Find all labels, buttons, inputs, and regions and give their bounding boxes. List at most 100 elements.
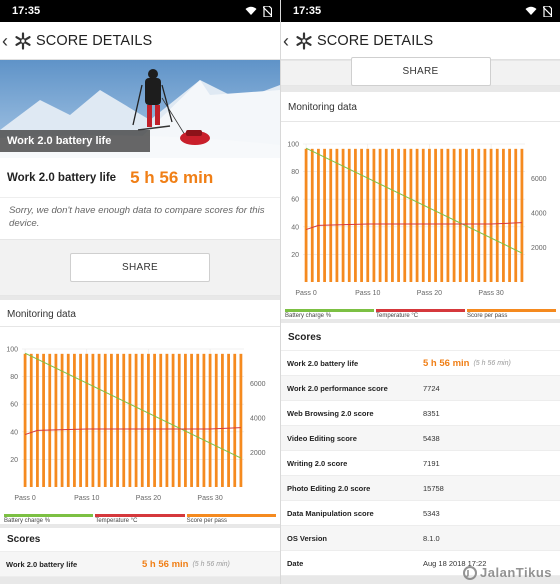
score-bar: [233, 353, 237, 487]
score-bar: [329, 148, 333, 282]
app-bar: ‹ SCORE DETAILS: [0, 22, 280, 60]
score-bar: [341, 148, 345, 282]
y-tick-label: 100: [287, 142, 299, 149]
score-row: Work 2.0 battery life 5 h 56 min (5 h 56 m…: [281, 351, 560, 376]
score-bar: [304, 148, 308, 282]
score-bar: [434, 148, 437, 282]
score-name: Photo Editing 2.0 score: [287, 483, 371, 493]
score-bar: [317, 148, 320, 282]
back-chevron-icon[interactable]: ‹: [283, 30, 289, 51]
x-tick-label: Pass 0: [295, 290, 317, 297]
score-name: Work 2.0 performance score: [287, 383, 388, 393]
temperature-line: [24, 427, 241, 436]
score-bar: [196, 353, 200, 487]
score-name: OS Version: [287, 533, 328, 543]
y2-tick-label: 2000: [531, 245, 547, 252]
score-bar: [421, 148, 425, 282]
score-bar: [489, 148, 493, 282]
score-bar: [208, 353, 212, 487]
phone-screen-right: 17:35 ‹ SCORE DETAILS SHARE Monitoring d…: [280, 0, 560, 584]
score-bar: [415, 148, 419, 282]
hero-image: Work 2.0 battery life: [0, 60, 280, 158]
y2-tick-label: 4000: [250, 416, 266, 423]
y2-tick-label: 4000: [531, 211, 547, 218]
score-bar: [440, 148, 444, 282]
y-tick-label: 60: [291, 197, 299, 204]
battery-life-value: 5 h 56 min: [130, 167, 214, 187]
score-value: 7191: [423, 458, 440, 468]
legend-score: Score per pass: [186, 514, 276, 524]
score-bar: [140, 353, 144, 487]
hero-banner: Work 2.0 battery life: [0, 130, 150, 152]
score-bar: [23, 353, 27, 487]
battery-line: [24, 352, 242, 459]
status-time: 17:35: [293, 5, 322, 17]
wifi-icon: [525, 6, 537, 15]
battery-life-label: Work 2.0 battery life: [7, 171, 117, 184]
monitoring-title: Monitoring data: [0, 300, 280, 327]
score-row: Video Editing score 5438: [281, 426, 560, 451]
x-tick-label: Pass 20: [136, 495, 161, 502]
score-bar: [227, 353, 230, 487]
score-bar: [66, 353, 70, 487]
monitoring-card: Monitoring data 100 80 60 40 20 6000 4000 2000 P…: [281, 92, 560, 319]
score-bar: [171, 353, 175, 487]
score-bar: [347, 148, 351, 282]
score-bar: [335, 148, 339, 282]
share-button[interactable]: SHARE: [70, 253, 210, 282]
share-button[interactable]: SHARE: [350, 57, 491, 86]
score-bar: [202, 353, 206, 487]
score-name: Writing 2.0 score: [287, 458, 348, 468]
score-name: Data Manipulation score: [287, 508, 374, 518]
y-tick-label: 60: [10, 402, 18, 409]
score-bar: [29, 353, 33, 487]
score-bar: [110, 353, 113, 487]
score-bar: [403, 148, 407, 282]
scores-card: Scores Work 2.0 battery life 5 h 56 min …: [0, 528, 280, 577]
battery-line: [305, 147, 523, 254]
score-name: Web Browsing 2.0 score: [287, 408, 374, 418]
phone-screen-left: 17:35 ‹ SCORE DETAILS: [0, 0, 280, 584]
score-bar: [184, 353, 187, 487]
chart-legend: Battery charge % Temperature °C Score pe…: [0, 514, 280, 524]
score-sub: (5 h 56 min): [192, 560, 230, 568]
score-bar: [446, 148, 450, 282]
y-tick-label: 40: [291, 224, 299, 231]
score-bar: [97, 353, 101, 487]
score-bar: [42, 353, 45, 487]
scores-card: Scores Work 2.0 battery life 5 h 56 min (5…: [281, 323, 560, 576]
score-bar: [397, 148, 400, 282]
score-value: 5 h 56 min: [142, 558, 189, 570]
y-tick-label: 20: [10, 457, 18, 464]
status-bar: 17:35: [281, 0, 560, 22]
score-value: 15758: [423, 483, 444, 493]
score-row: OS Version 8.1.0: [281, 526, 560, 551]
battery-life-row: Work 2.0 battery life 5 h 56 min: [0, 158, 280, 198]
score-bar: [60, 353, 64, 487]
score-bar: [310, 148, 314, 282]
score-row: Work 2.0 battery life 5 h 56 min (5 h 56…: [0, 552, 280, 577]
score-value: 8.1.0: [423, 533, 440, 543]
3dmark-logo-icon: [293, 30, 315, 52]
score-bar: [502, 148, 505, 282]
score-bar: [471, 148, 474, 282]
score-bar: [103, 353, 107, 487]
score-bar: [147, 353, 150, 487]
legend-score: Score per pass: [467, 309, 556, 319]
page-title: SCORE DETAILS: [36, 32, 153, 49]
back-chevron-icon[interactable]: ‹: [2, 30, 8, 51]
score-bar: [366, 148, 370, 282]
legend-battery: Battery charge %: [4, 514, 94, 524]
score-bar: [483, 148, 487, 282]
x-tick-label: Pass 10: [355, 290, 380, 297]
score-bar: [214, 353, 218, 487]
score-sub: (5 h 56 min): [473, 359, 511, 367]
status-time: 17:35: [12, 5, 41, 17]
score-bar: [134, 353, 138, 487]
no-sim-icon: [263, 5, 272, 17]
score-bar: [360, 148, 363, 282]
score-bar: [128, 353, 132, 487]
temperature-line: [305, 222, 522, 231]
score-value: 5438: [423, 433, 440, 443]
legend-temperature: Temperature °C: [95, 514, 185, 524]
